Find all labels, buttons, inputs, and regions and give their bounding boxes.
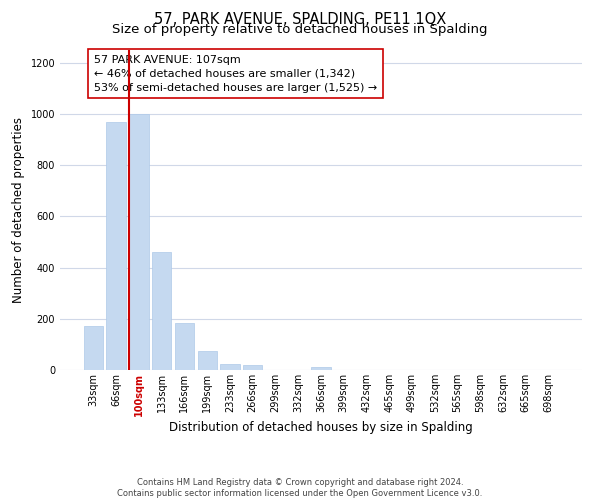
X-axis label: Distribution of detached houses by size in Spalding: Distribution of detached houses by size … [169,422,473,434]
Bar [243,366,262,370]
Bar [152,252,172,370]
Y-axis label: Number of detached properties: Number of detached properties [12,117,25,303]
Bar [84,326,103,370]
Text: Size of property relative to detached houses in Spalding: Size of property relative to detached ho… [112,22,488,36]
Text: Contains HM Land Registry data © Crown copyright and database right 2024.
Contai: Contains HM Land Registry data © Crown c… [118,478,482,498]
Bar [129,114,149,370]
Text: 57, PARK AVENUE, SPALDING, PE11 1QX: 57, PARK AVENUE, SPALDING, PE11 1QX [154,12,446,28]
Bar [175,322,194,370]
Text: 57 PARK AVENUE: 107sqm
← 46% of detached houses are smaller (1,342)
53% of semi-: 57 PARK AVENUE: 107sqm ← 46% of detached… [94,55,377,93]
Bar [311,366,331,370]
Bar [220,364,239,370]
Bar [197,351,217,370]
Bar [106,122,126,370]
